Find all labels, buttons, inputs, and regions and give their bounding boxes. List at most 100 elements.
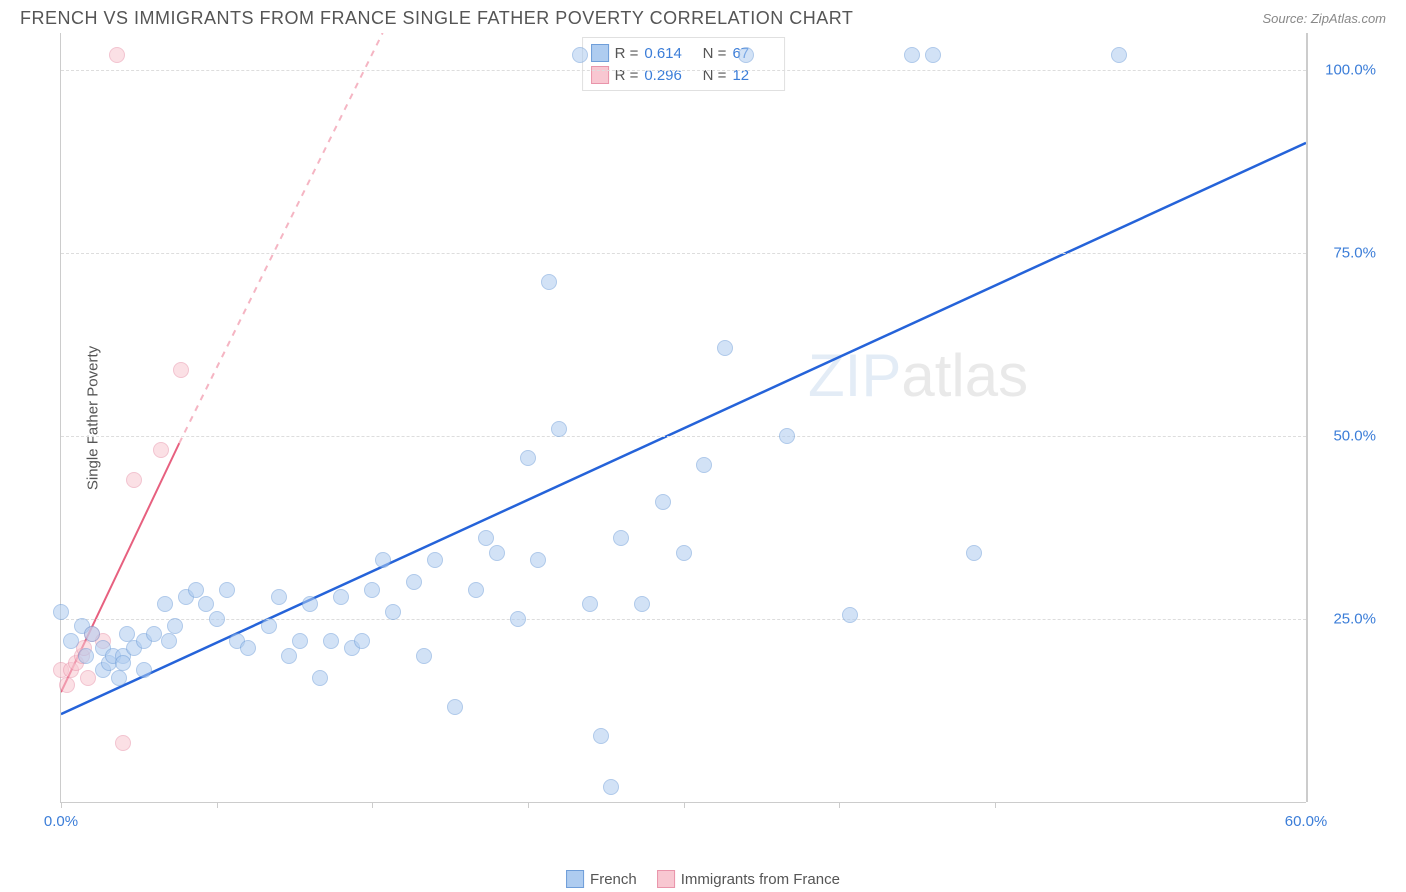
point-series2	[115, 735, 131, 751]
point-series1	[572, 47, 588, 63]
r-value: 0.614	[644, 45, 688, 62]
point-series1	[520, 450, 536, 466]
grid-line	[61, 253, 1306, 254]
stats-legend: R = 0.614 N = 67R = 0.296 N = 12	[582, 37, 786, 91]
point-series1	[1111, 47, 1127, 63]
point-series1	[613, 530, 629, 546]
point-series1	[925, 47, 941, 63]
watermark-part2: atlas	[901, 342, 1028, 409]
point-series1	[676, 545, 692, 561]
legend-item: Immigrants from France	[657, 870, 840, 888]
point-series1	[582, 596, 598, 612]
point-series1	[84, 626, 100, 642]
point-series1	[530, 552, 546, 568]
point-series1	[966, 545, 982, 561]
point-series1	[696, 457, 712, 473]
point-series2	[80, 670, 96, 686]
point-series1	[63, 633, 79, 649]
point-series1	[489, 545, 505, 561]
point-series2	[153, 442, 169, 458]
r-label: R =	[615, 45, 639, 62]
point-series1	[333, 589, 349, 605]
legend-label: Immigrants from France	[681, 871, 840, 888]
point-series1	[603, 779, 619, 795]
x-tick	[61, 802, 62, 808]
point-series1	[842, 607, 858, 623]
point-series1	[188, 582, 204, 598]
y-tick-label: 100.0%	[1325, 61, 1376, 78]
x-tick-label: 60.0%	[1285, 813, 1328, 830]
legend-item: French	[566, 870, 637, 888]
grid-line	[61, 70, 1306, 71]
point-series1	[157, 596, 173, 612]
grid-line	[61, 619, 1306, 620]
x-tick	[372, 802, 373, 808]
point-series1	[136, 662, 152, 678]
point-series1	[115, 655, 131, 671]
y-tick-label: 50.0%	[1333, 427, 1376, 444]
point-series2	[59, 677, 75, 693]
point-series1	[292, 633, 308, 649]
legend-swatch	[591, 44, 609, 62]
point-series1	[510, 611, 526, 627]
point-series1	[427, 552, 443, 568]
point-series1	[271, 589, 287, 605]
stats-legend-row: R = 0.296 N = 12	[591, 64, 777, 86]
point-series1	[655, 494, 671, 510]
x-tick-label: 0.0%	[44, 813, 78, 830]
point-series1	[53, 604, 69, 620]
point-series1	[447, 699, 463, 715]
point-series1	[219, 582, 235, 598]
watermark-part1: ZIP	[808, 342, 901, 409]
x-tick	[995, 802, 996, 808]
point-series1	[416, 648, 432, 664]
point-series1	[375, 552, 391, 568]
point-series1	[209, 611, 225, 627]
point-series1	[904, 47, 920, 63]
x-tick	[528, 802, 529, 808]
n-label: N =	[694, 45, 726, 62]
chart-title: FRENCH VS IMMIGRANTS FROM FRANCE SINGLE …	[20, 8, 853, 29]
point-series1	[323, 633, 339, 649]
legend-swatch	[566, 870, 584, 888]
y-tick-label: 75.0%	[1333, 244, 1376, 261]
point-series1	[478, 530, 494, 546]
point-series1	[261, 618, 277, 634]
point-series1	[119, 626, 135, 642]
point-series1	[385, 604, 401, 620]
point-series1	[364, 582, 380, 598]
point-series1	[593, 728, 609, 744]
point-series1	[717, 340, 733, 356]
trend-lines	[61, 33, 1306, 802]
point-series1	[406, 574, 422, 590]
legend-swatch	[657, 870, 675, 888]
point-series1	[78, 648, 94, 664]
point-series2	[126, 472, 142, 488]
point-series2	[173, 362, 189, 378]
grid-line	[61, 436, 1306, 437]
x-tick	[839, 802, 840, 808]
point-series1	[551, 421, 567, 437]
watermark: ZIPatlas	[808, 341, 1028, 410]
point-series1	[312, 670, 328, 686]
right-axis-line	[1306, 33, 1308, 802]
point-series1	[161, 633, 177, 649]
point-series2	[109, 47, 125, 63]
scatter-chart: Single Father Poverty ZIPatlas R = 0.614…	[60, 33, 1306, 803]
point-series1	[281, 648, 297, 664]
point-series1	[468, 582, 484, 598]
y-tick-label: 25.0%	[1333, 610, 1376, 627]
legend-label: French	[590, 871, 637, 888]
x-tick	[684, 802, 685, 808]
point-series1	[738, 47, 754, 63]
point-series1	[779, 428, 795, 444]
point-series1	[240, 640, 256, 656]
point-series1	[354, 633, 370, 649]
point-series1	[111, 670, 127, 686]
point-series1	[167, 618, 183, 634]
source-label: Source: ZipAtlas.com	[1262, 11, 1386, 26]
point-series1	[198, 596, 214, 612]
point-series1	[541, 274, 557, 290]
y-axis-label: Single Father Poverty	[85, 345, 102, 489]
point-series1	[302, 596, 318, 612]
